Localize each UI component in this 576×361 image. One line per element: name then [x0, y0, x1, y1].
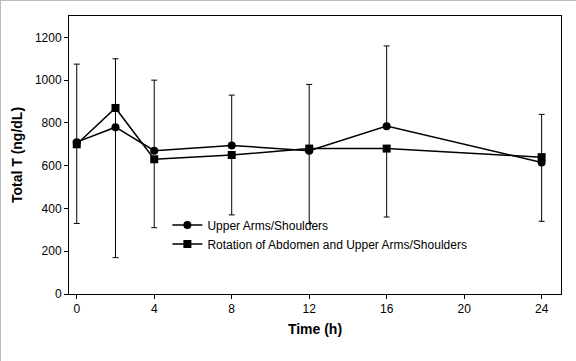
- svg-text:400: 400: [42, 202, 62, 216]
- svg-text:4: 4: [151, 302, 158, 316]
- svg-text:16: 16: [380, 302, 394, 316]
- svg-text:Time (h): Time (h): [288, 321, 342, 337]
- svg-text:8: 8: [228, 302, 235, 316]
- svg-text:600: 600: [42, 159, 62, 173]
- svg-text:1200: 1200: [35, 31, 62, 45]
- svg-text:Rotation of Abdomen and Upper: Rotation of Abdomen and Upper Arms/Shoul…: [207, 238, 467, 252]
- svg-text:200: 200: [42, 244, 62, 258]
- svg-text:0: 0: [55, 287, 62, 301]
- svg-text:Total T (ng/dL): Total T (ng/dL): [9, 107, 25, 203]
- svg-text:20: 20: [457, 302, 471, 316]
- svg-text:12: 12: [303, 302, 317, 316]
- svg-text:Upper Arms/Shoulders: Upper Arms/Shoulders: [207, 219, 328, 233]
- svg-text:800: 800: [42, 116, 62, 130]
- svg-text:0: 0: [73, 302, 80, 316]
- svg-text:1000: 1000: [35, 73, 62, 87]
- svg-text:24: 24: [535, 302, 549, 316]
